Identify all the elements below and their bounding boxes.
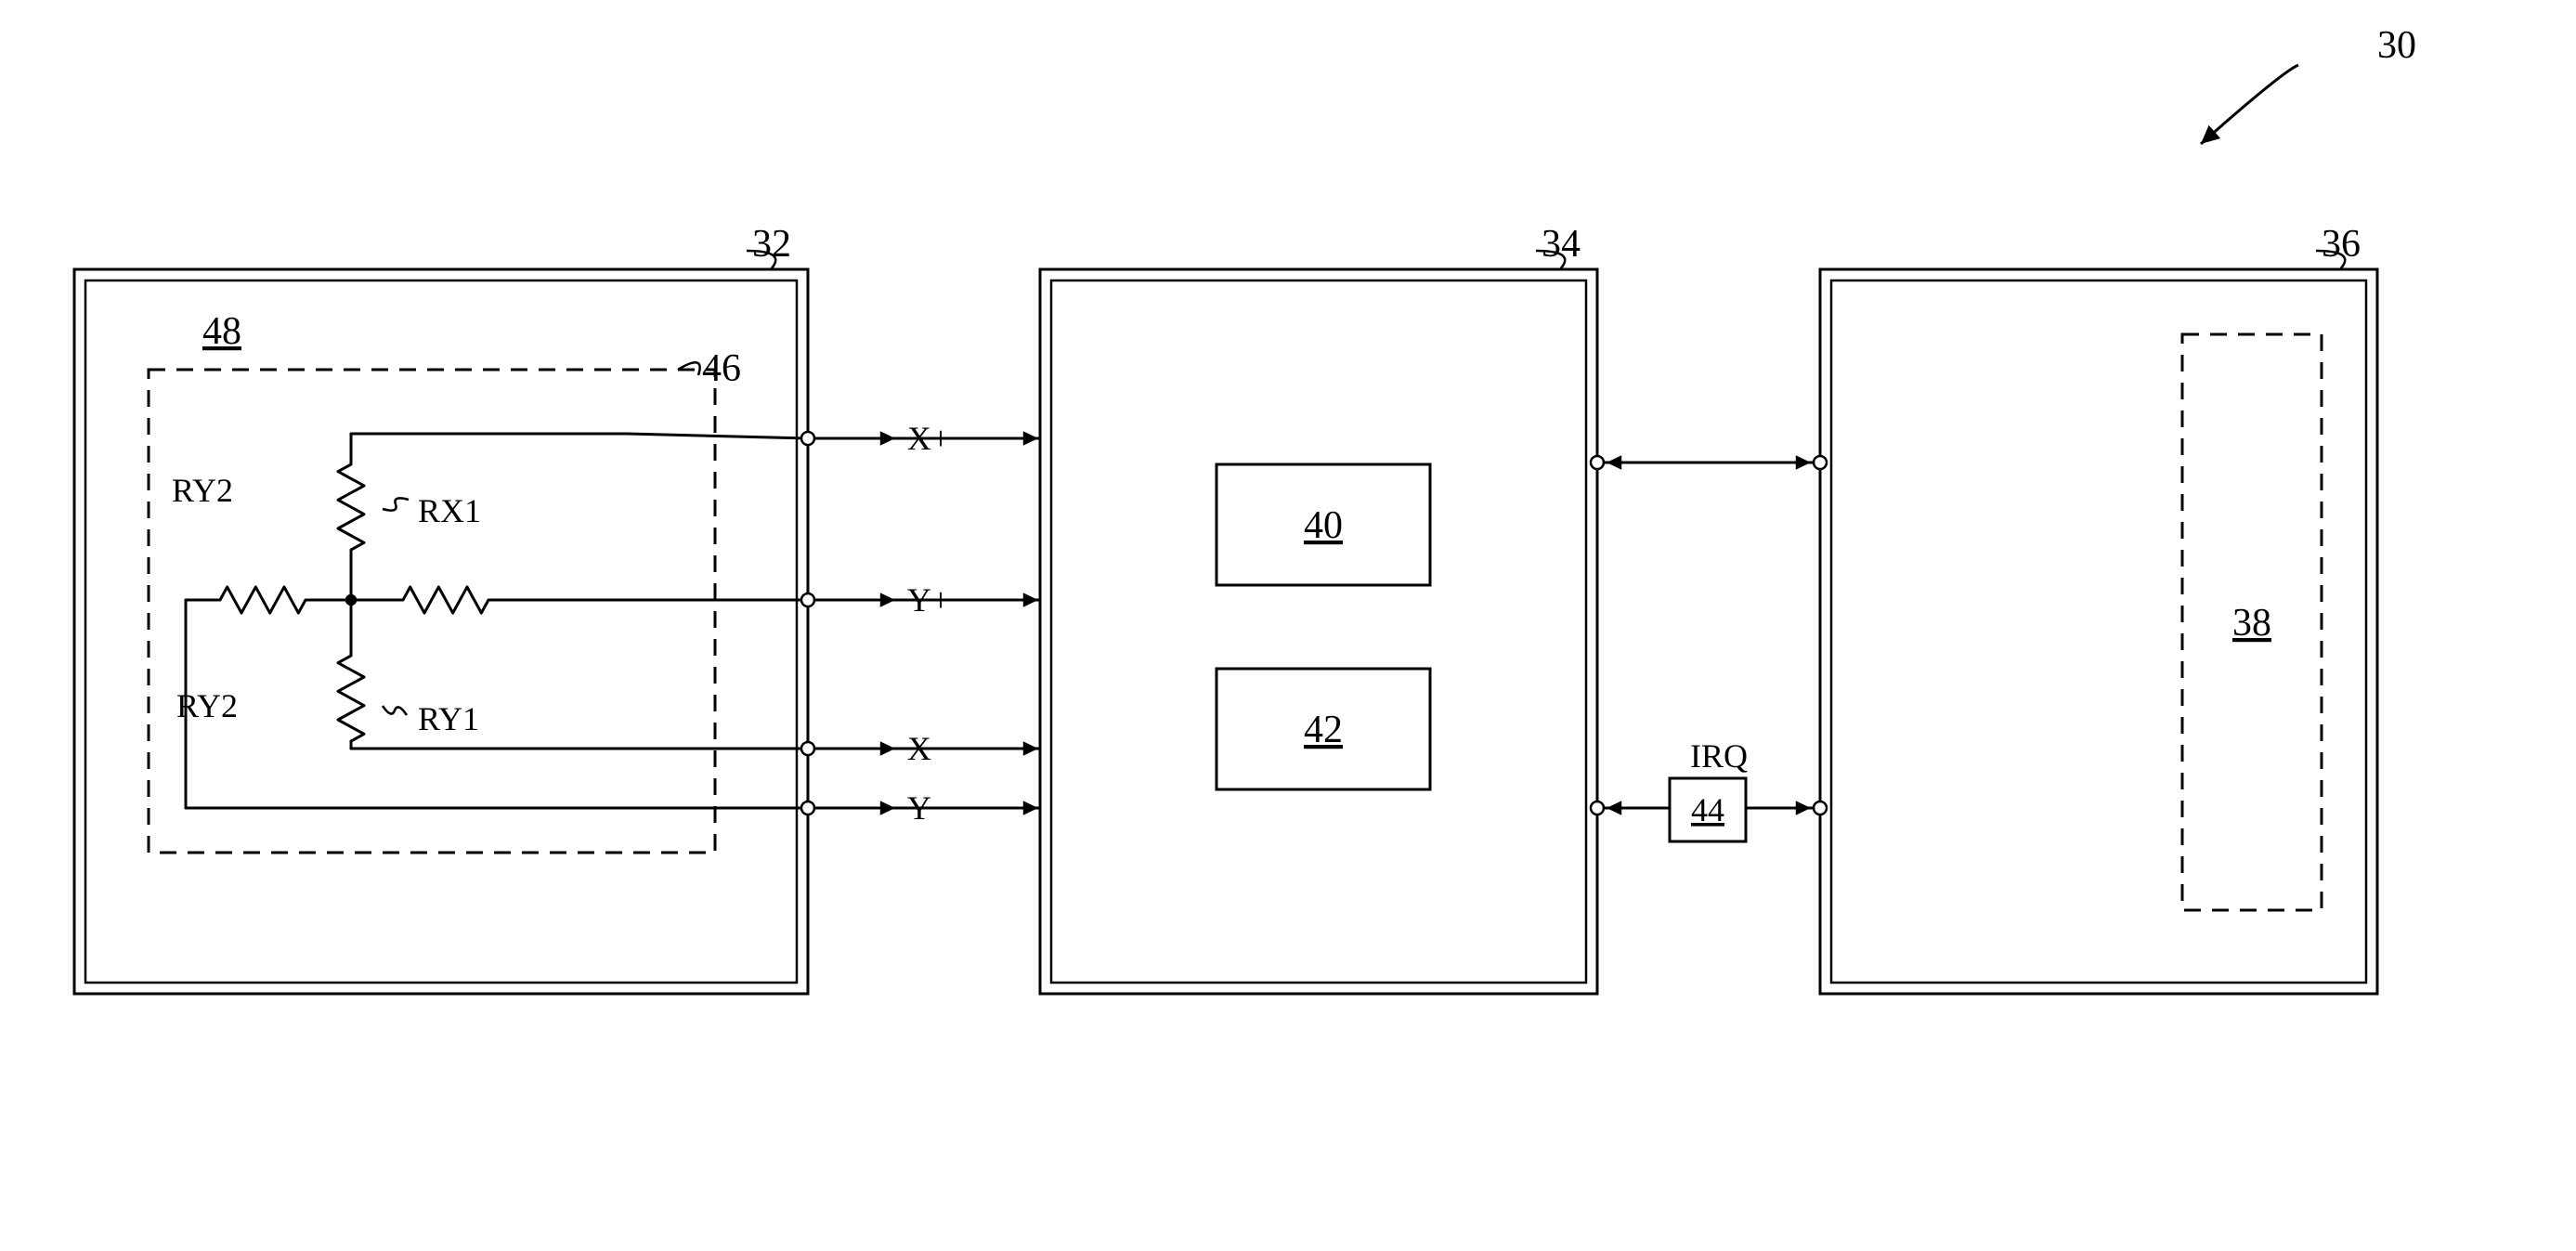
port-label-Y-: Y− (907, 789, 950, 827)
port-Y-: Y− (801, 789, 1040, 827)
link-top (1591, 455, 1827, 470)
label-46: 46 (702, 347, 741, 390)
link-irq: 44 IRQ (1591, 737, 1827, 841)
port-X-: X− (801, 730, 1040, 767)
label-irq: IRQ (1690, 737, 1748, 775)
block-right-label: 36 (2322, 223, 2361, 266)
block-right: 36 (1820, 223, 2377, 994)
block-middle: 34 (1040, 223, 1597, 994)
label-ry2-top: RY2 (172, 472, 233, 509)
label-44: 44 (1691, 791, 1724, 828)
port-X+: X+ (801, 420, 1040, 457)
dashed-box-46 (149, 370, 715, 853)
box-42: 42 (1216, 669, 1430, 789)
box-40: 40 (1216, 464, 1430, 585)
port-label-X+: X+ (907, 420, 950, 457)
label-ry2-bot: RY2 (176, 687, 238, 724)
port-Y+: Y+ (801, 581, 1040, 619)
label-42: 42 (1304, 709, 1343, 751)
block-left-label: 32 (752, 223, 791, 266)
left-internals: 48 46 RX1 RY1 RY2 RY2 (149, 310, 808, 853)
label-rx1: RX1 (418, 492, 481, 529)
port-label-Y+: Y+ (907, 581, 950, 619)
label-ry1: RY1 (418, 700, 479, 737)
port-label-X-: X− (907, 730, 950, 767)
label-48: 48 (202, 310, 241, 353)
label-40: 40 (1304, 504, 1343, 547)
label-38: 38 (2232, 602, 2271, 645)
box-38: 38 (2182, 334, 2322, 910)
overall-label: 30 (2377, 24, 2416, 67)
block-middle-label: 34 (1542, 223, 1581, 266)
